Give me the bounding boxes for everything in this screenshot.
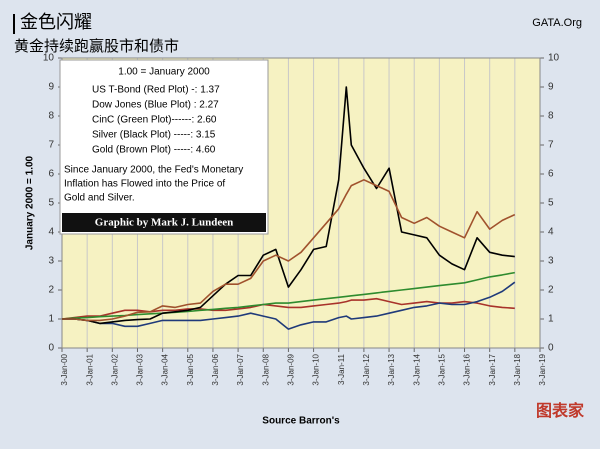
y2-tick-label: 10 (548, 53, 560, 64)
x-tick-label: 3-Jan-15 (437, 353, 446, 385)
x-tick-label: 3-Jan-08 (261, 353, 270, 385)
note: Since January 2000, the Fed's Monetary (64, 165, 243, 176)
y-tick-label: 3 (48, 256, 54, 267)
chart-title: 金色闪耀 (20, 12, 92, 32)
y-tick-label: 1 (48, 314, 54, 325)
x-tick-label: 3-Jan-00 (60, 353, 69, 385)
series-line (62, 86, 515, 325)
x-tick-label: 3-Jan-05 (186, 353, 195, 385)
x-tick-label: 3-Jan-19 (538, 353, 547, 385)
y-axis-title: January 2000 = 1.00 (25, 155, 36, 250)
y-tick-label: 0 (48, 343, 54, 354)
y-tick-label: 9 (48, 82, 54, 93)
x-tick-label: 3-Jan-16 (463, 353, 472, 385)
series-line (61, 271, 515, 320)
x-tick-label: 3-Jan-06 (211, 353, 220, 385)
source: GATA.Org (532, 17, 582, 29)
x-tick-label: 3-Jan-18 (513, 353, 522, 385)
y-tick-label: 6 (48, 169, 54, 180)
plot: 3-Jan-00 3-Jan-01 3-Jan-02 3-Jan-03 3-Jan-04… (43, 53, 560, 386)
x-tick-label: 3-Jan-03 (136, 353, 145, 385)
y2-tick-label: 7 (548, 140, 554, 151)
y2-tick-label: 5 (548, 198, 554, 209)
y2-tick-label: 4 (548, 227, 554, 238)
y2-tick-label: 9 (548, 82, 554, 93)
legend-entry: Gold (Brown Plot) -----: 4.60 (92, 145, 216, 156)
legend-background (59, 59, 269, 235)
x-tick-label: 3-Jan-01 (85, 353, 94, 385)
legend-heading: 1.00 = January 2000 (118, 67, 210, 78)
x-tick-label: 3-Jan-07 (236, 353, 245, 385)
x-tick-label: 3-Jan-02 (110, 353, 119, 385)
credit: Graphic by Mark J. Lundeen (95, 217, 233, 229)
x-tick-label: 3-Jan-10 (312, 353, 321, 385)
y2-tick-label: 1 (548, 314, 554, 325)
y-tick-label: 7 (48, 140, 54, 151)
x-tick-label: 3-Jan-14 (412, 353, 421, 385)
y2-tick-label: 8 (548, 111, 554, 122)
y2-tick-label: 2 (548, 285, 554, 296)
legend-entry: Dow Jones (Blue Plot) : 2.27 (92, 100, 219, 111)
y2-tick-label: 3 (548, 256, 554, 267)
legend-box: 1.00 = January 2000 Graphic by Mark J. L… (59, 59, 269, 235)
logo: 图表家 (536, 401, 585, 420)
note: Inflation has Flowed into the Price of (64, 179, 225, 190)
y-tick-label: 10 (43, 53, 55, 64)
x-tick-label: 3-Jan-12 (362, 353, 371, 385)
y-tick-label: 5 (48, 198, 54, 209)
x-tick-label: 3-Jan-11 (337, 353, 346, 385)
legend-entry: Silver (Black Plot) -----: 3.15 (92, 130, 216, 141)
series-line (62, 281, 516, 330)
x-tick-label: 3-Jan-13 (387, 353, 396, 385)
y2-tick-label: 6 (548, 169, 554, 180)
x-axis-title: Source Barron's (262, 416, 340, 427)
y-tick-label: 4 (48, 227, 54, 238)
x-tick-label: 3-Jan-04 (161, 353, 170, 385)
y-tick-label: 8 (48, 111, 54, 122)
legend-entry: US T-Bond (Red Plot) -: 1.37 (92, 85, 220, 96)
x-tick-label: 3-Jan-17 (488, 353, 497, 385)
x-tick-label: 3-Jan-09 (287, 353, 296, 385)
chart-subtitle: 黄金持续跑赢股市和债市 (14, 38, 179, 55)
credit-background (62, 213, 266, 232)
y2-tick-label: 0 (548, 343, 554, 354)
note: Gold and Silver. (64, 193, 135, 204)
series-line (62, 179, 516, 322)
legend-entry: CinC (Green Plot)------: 2.60 (92, 115, 217, 126)
y-tick-label: 2 (48, 285, 54, 296)
